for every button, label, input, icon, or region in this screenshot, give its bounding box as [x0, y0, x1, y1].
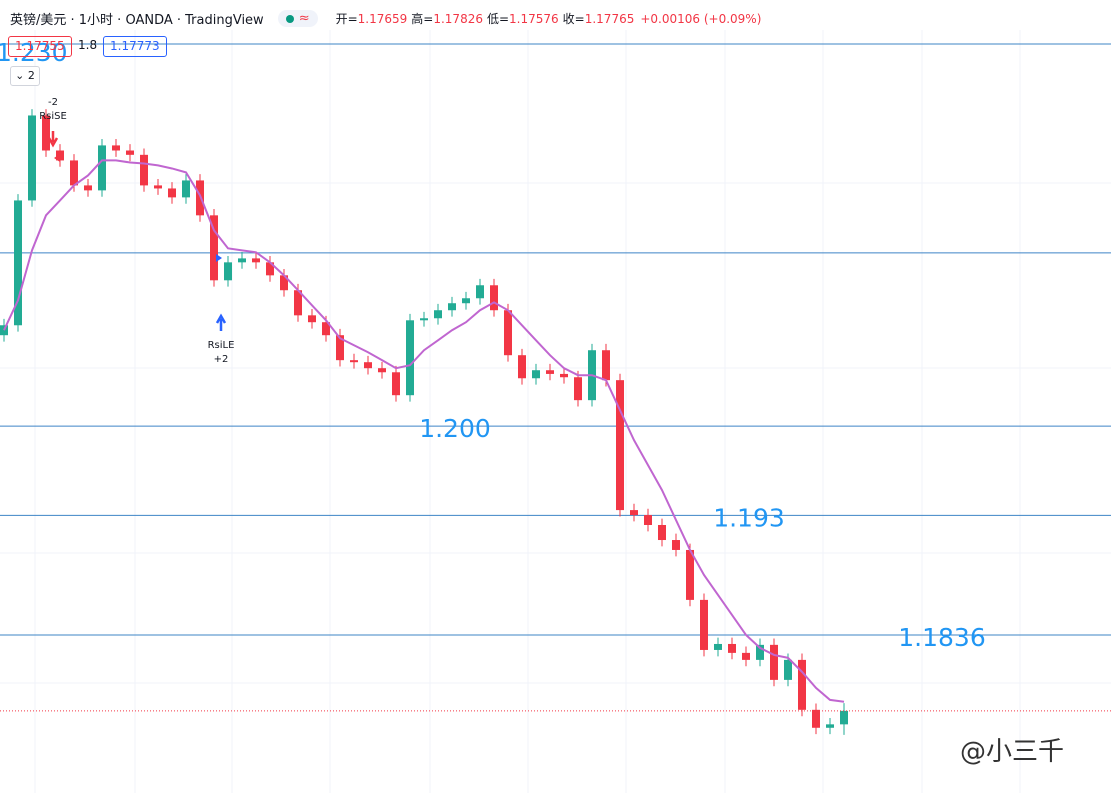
rsi-le-marker: RsiLE +2 — [208, 254, 235, 365]
level-label: 1.230 — [0, 38, 68, 67]
dropdown[interactable]: ⌄ 2 — [10, 66, 40, 86]
candle-body — [70, 160, 78, 186]
candle-body — [378, 368, 386, 373]
ohlc-value: 1.17576 — [509, 11, 559, 26]
candle-body — [280, 275, 288, 291]
change: +0.00106 (+0.09%) — [640, 11, 762, 26]
annotation-text: RsiLE — [208, 340, 235, 351]
annotation-text: +2 — [214, 354, 229, 365]
ohlc-value: 1.17659 — [357, 11, 408, 26]
candle-body — [714, 643, 722, 650]
candle-body — [322, 322, 330, 336]
candle-body — [476, 285, 484, 299]
ohlc-label: 低= — [486, 12, 510, 26]
sell-flag — [54, 154, 60, 162]
candle-body — [756, 644, 764, 660]
grid — [0, 30, 1111, 793]
candle-body — [700, 599, 708, 650]
candle-body — [546, 370, 554, 374]
candle-body — [630, 510, 638, 516]
candle-body — [490, 285, 498, 311]
candle-body — [308, 315, 316, 323]
candle-body — [658, 524, 666, 541]
legend-header: 英镑/美元 · 1小时 · OANDA · TradingView ≈ 开= 1.… — [10, 9, 761, 28]
candle-body — [560, 373, 568, 378]
sell-price[interactable]: 1.17755 — [8, 36, 72, 57]
candle-body — [798, 659, 806, 710]
candles — [0, 109, 848, 735]
candle-body — [644, 515, 652, 525]
candle-body — [686, 549, 694, 600]
candle-body — [574, 377, 582, 401]
candle-body — [406, 320, 414, 396]
candle-body — [420, 318, 428, 321]
candle-body — [210, 215, 218, 281]
level-label: 1.200 — [419, 414, 491, 443]
candle-body — [812, 709, 820, 728]
moving-average — [3, 159, 845, 703]
status-badge[interactable]: ≈ — [277, 10, 318, 27]
candle-body — [532, 370, 540, 379]
candle-body — [728, 643, 736, 653]
candle-body — [672, 540, 680, 550]
level-label: 1.1836 — [898, 623, 985, 652]
candle-body — [434, 310, 442, 319]
annotation-text: -2 — [48, 97, 58, 108]
annotation-text: RsiSE — [39, 111, 67, 122]
candle-body — [14, 200, 22, 326]
candle-body — [840, 710, 848, 725]
symbol: 英镑/美元 · 1小时 · OANDA · TradingView — [10, 13, 264, 28]
candle-body — [266, 262, 274, 276]
candle-body — [826, 724, 834, 728]
candle-body — [28, 115, 36, 201]
buy-flag — [216, 254, 222, 262]
candle-body — [784, 659, 792, 680]
candle-body — [448, 303, 456, 311]
spread: 1.8 — [78, 38, 98, 52]
candle-body — [84, 185, 92, 191]
ohlc-label: 开= — [335, 12, 358, 26]
candle-body — [462, 298, 470, 304]
candle-body — [182, 180, 190, 198]
ohlc-label: 高= — [411, 12, 434, 26]
candle-body — [504, 310, 512, 356]
candle-body — [364, 362, 372, 369]
candle-body — [168, 188, 176, 198]
buy-price[interactable]: 1.17773 — [103, 36, 167, 57]
candle-body — [770, 644, 778, 680]
candle-body — [140, 154, 148, 186]
buy-arrow — [215, 313, 227, 331]
level-label: 1.193 — [713, 503, 785, 532]
candle-body — [224, 262, 232, 281]
candle-body — [0, 325, 8, 336]
candle-body — [742, 652, 750, 660]
candle-body — [112, 145, 120, 151]
candle-body — [350, 360, 358, 363]
candle-body — [602, 350, 610, 381]
candle-body — [42, 115, 50, 151]
ohlc-value: 1.17826 — [433, 11, 483, 26]
candle-body — [294, 290, 302, 316]
rsi-se-marker: -2 RsiSE — [39, 97, 67, 162]
candle-body — [126, 150, 134, 155]
candle-body — [336, 335, 344, 361]
ohlc-value: 1.17765 — [584, 11, 635, 26]
candle-body — [518, 355, 526, 379]
dropdown-count: 2 — [27, 69, 35, 82]
candle-body — [392, 372, 400, 396]
candle-body — [616, 380, 624, 511]
candle-body — [154, 185, 162, 189]
status-dot — [285, 14, 294, 23]
candle-body — [238, 258, 246, 263]
watermark: @小三千 — [960, 737, 1065, 767]
sell-arrow — [47, 131, 59, 148]
candle-body — [98, 145, 106, 191]
badge-icon: ≈ — [298, 11, 310, 26]
candle-body — [252, 258, 260, 263]
ohlc-label: 收= — [562, 12, 585, 26]
